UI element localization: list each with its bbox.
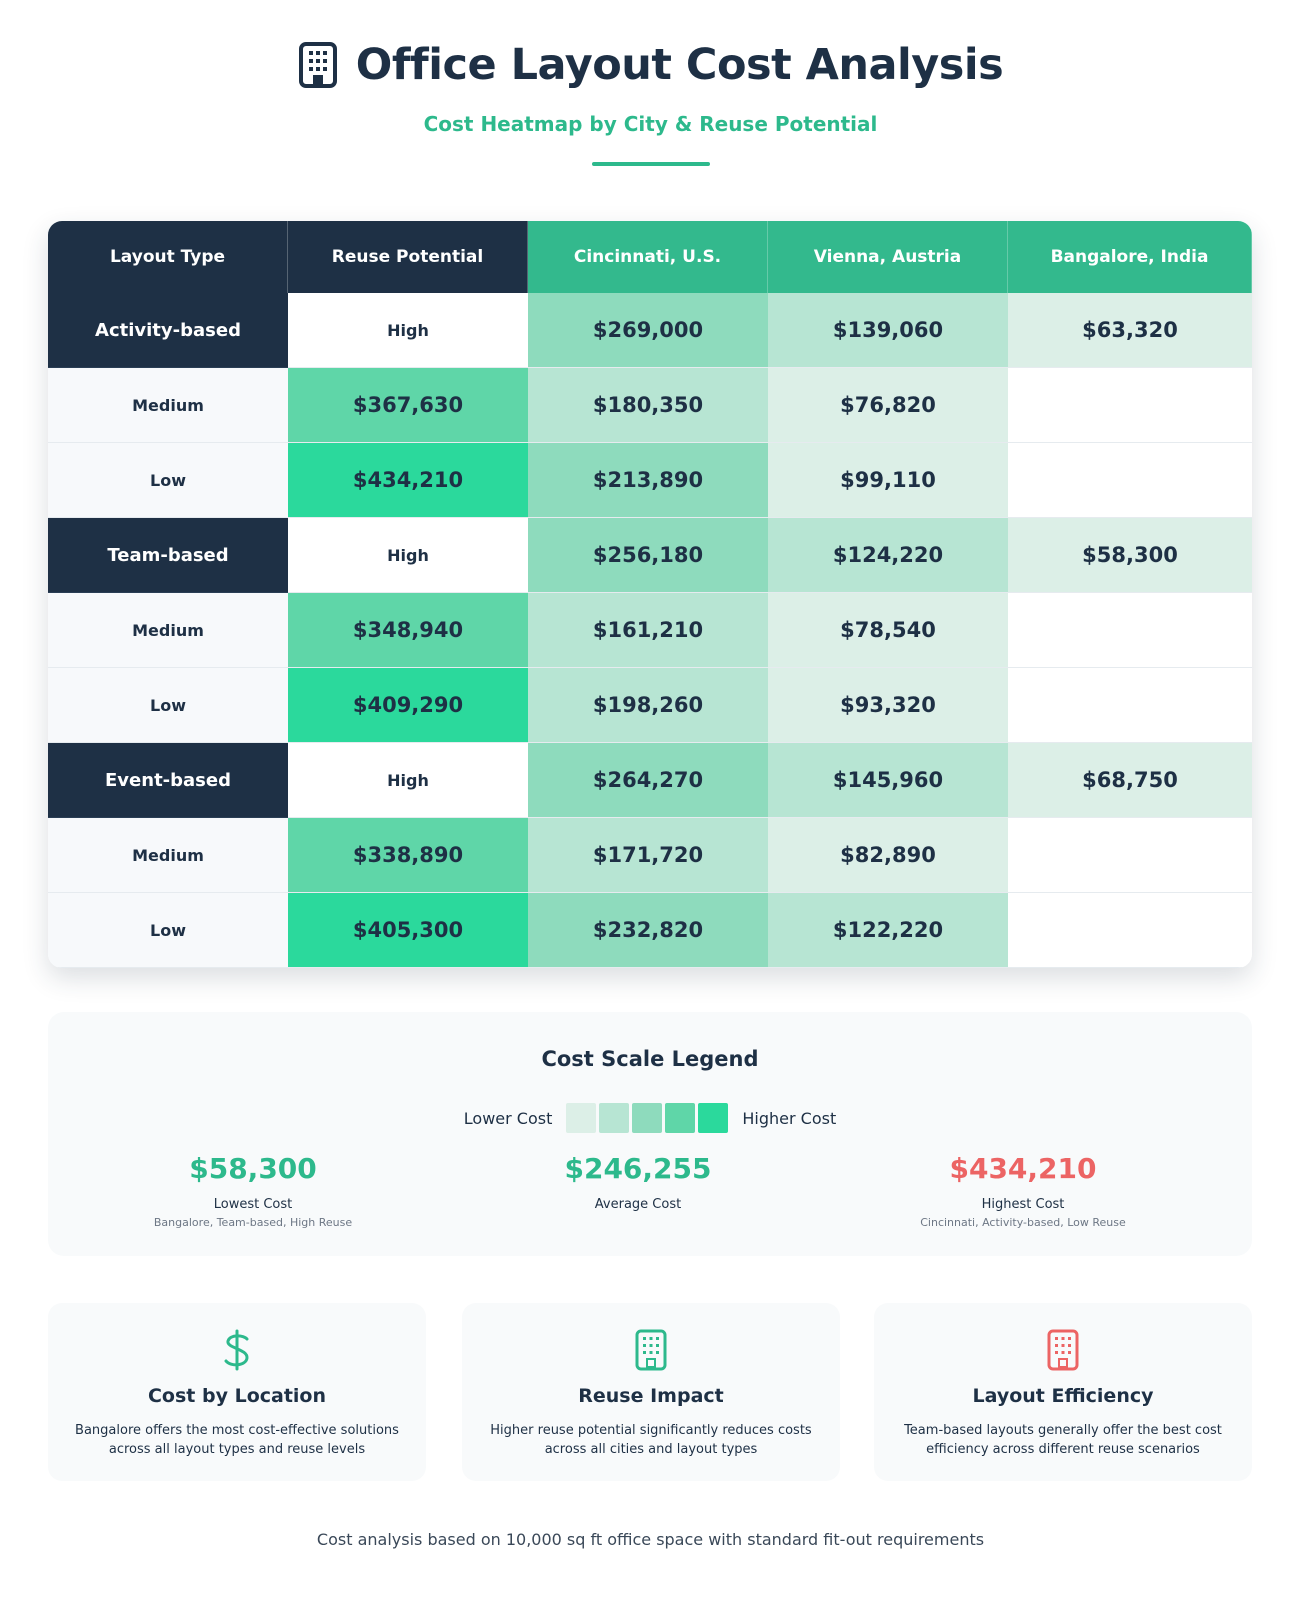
cost-cell xyxy=(1008,668,1252,743)
dollar-icon xyxy=(224,1329,249,1371)
cost-cell: $122,220 xyxy=(768,893,1008,968)
scale-swatches xyxy=(566,1103,729,1133)
stat-value: $434,210 xyxy=(949,1152,1097,1185)
title-divider xyxy=(591,162,710,166)
scale-row: Lower Cost Higher Cost xyxy=(48,1103,1252,1133)
column-header: Layout Type xyxy=(48,221,288,293)
building-icon xyxy=(1047,1329,1079,1371)
stat-lowest: $58,300 Lowest Cost Bangalore, Team-base… xyxy=(63,1152,443,1229)
stat-label: Average Cost xyxy=(594,1197,682,1212)
footer-note: Cost analysis based on 10,000 sq ft offi… xyxy=(316,1530,985,1549)
cost-heatmap-table: Layout Type Reuse Potential Cincinnati, U.… xyxy=(48,221,1252,968)
reuse-cell: Low xyxy=(48,893,288,968)
cost-cell xyxy=(1008,593,1252,668)
card-title: Layout Efficiency xyxy=(972,1385,1154,1407)
scale-swatch xyxy=(632,1103,663,1133)
cost-cell: $82,890 xyxy=(768,818,1008,893)
cost-cell xyxy=(1008,368,1252,443)
cost-cell: $434,210 xyxy=(288,443,528,518)
stat-label: Lowest Cost xyxy=(213,1197,293,1212)
lower-cost-label: Lower Cost xyxy=(463,1108,553,1128)
cost-cell: $264,270 xyxy=(528,743,768,818)
cost-cell xyxy=(1008,893,1252,968)
column-header: Reuse Potential xyxy=(288,221,528,293)
cost-cell: $171,720 xyxy=(528,818,768,893)
scale-swatch xyxy=(698,1103,729,1133)
cost-cell xyxy=(1008,818,1252,893)
stat-value: $58,300 xyxy=(189,1152,317,1185)
layout-type-cell: Activity-based xyxy=(48,293,288,368)
reuse-cell: High xyxy=(288,293,528,368)
reuse-cell: Medium xyxy=(48,368,288,443)
reuse-cell: Low xyxy=(48,668,288,743)
card-layout-efficiency: Layout Efficiency Team-based layouts gen… xyxy=(874,1303,1252,1481)
scale-swatch xyxy=(665,1103,696,1133)
cost-cell: $139,060 xyxy=(768,293,1008,368)
cost-cell: $58,300 xyxy=(1008,518,1252,593)
reuse-cell: Medium xyxy=(48,818,288,893)
reuse-cell: High xyxy=(288,518,528,593)
layout-type-cell: Event-based xyxy=(48,743,288,818)
cost-scale-legend: Cost Scale Legend Lower Cost Higher Cost… xyxy=(48,1012,1252,1256)
title-row: Office Layout Cost Analysis xyxy=(0,40,1301,90)
cost-cell: $269,000 xyxy=(528,293,768,368)
reuse-cell: Medium xyxy=(48,593,288,668)
cost-cell: $93,320 xyxy=(768,668,1008,743)
higher-cost-label: Higher Cost xyxy=(742,1108,837,1128)
stat-value: $246,255 xyxy=(564,1152,712,1185)
cost-cell: $213,890 xyxy=(528,443,768,518)
cost-cell: $338,890 xyxy=(288,818,528,893)
reuse-cell: High xyxy=(288,743,528,818)
cost-cell: $367,630 xyxy=(288,368,528,443)
card-title: Cost by Location xyxy=(147,1385,327,1407)
office-building-icon xyxy=(298,42,337,88)
stat-average: $246,255 Average Cost xyxy=(448,1152,828,1212)
card-title: Reuse Impact xyxy=(578,1385,724,1407)
column-header: Vienna, Austria xyxy=(768,221,1008,293)
cost-cell: $198,260 xyxy=(528,668,768,743)
cost-cell: $76,820 xyxy=(768,368,1008,443)
stat-label: Highest Cost xyxy=(981,1197,1065,1212)
building-icon xyxy=(635,1329,667,1371)
card-text: Bangalore offers the most cost-effective… xyxy=(75,1423,399,1457)
cost-cell: $124,220 xyxy=(768,518,1008,593)
card-cost-by-location: Cost by Location Bangalore offers the mo… xyxy=(48,1303,426,1481)
page-header: Office Layout Cost Analysis Cost Heatmap… xyxy=(0,40,1301,166)
cost-cell: $180,350 xyxy=(528,368,768,443)
cost-cell: $145,960 xyxy=(768,743,1008,818)
cost-cell: $161,210 xyxy=(528,593,768,668)
cost-cell: $409,290 xyxy=(288,668,528,743)
cost-cell: $232,820 xyxy=(528,893,768,968)
card-text: Higher reuse potential significantly red… xyxy=(490,1423,812,1457)
scale-swatch xyxy=(566,1103,597,1133)
card-text: Team-based layouts generally offer the b… xyxy=(904,1423,1222,1457)
reuse-cell: Low xyxy=(48,443,288,518)
column-header: Bangalore, India xyxy=(1008,221,1252,293)
legend-title: Cost Scale Legend xyxy=(541,1047,759,1071)
column-header: Cincinnati, U.S. xyxy=(528,221,768,293)
cost-cell: $348,940 xyxy=(288,593,528,668)
stat-highest: $434,210 Highest Cost Cincinnati, Activi… xyxy=(833,1152,1213,1229)
card-reuse-impact: Reuse Impact Higher reuse potential sign… xyxy=(462,1303,840,1481)
page-title: Office Layout Cost Analysis xyxy=(355,40,1004,90)
cost-cell xyxy=(1008,443,1252,518)
scale-swatch xyxy=(599,1103,630,1133)
stat-desc: Bangalore, Team-based, High Reuse xyxy=(153,1216,353,1229)
cost-cell: $78,540 xyxy=(768,593,1008,668)
page-subtitle: Cost Heatmap by City & Reuse Potential xyxy=(423,112,878,136)
cost-cell: $63,320 xyxy=(1008,293,1252,368)
cost-cell: $68,750 xyxy=(1008,743,1252,818)
cost-cell: $405,300 xyxy=(288,893,528,968)
cost-cell: $256,180 xyxy=(528,518,768,593)
stat-desc: Cincinnati, Activity-based, Low Reuse xyxy=(920,1216,1126,1229)
layout-type-cell: Team-based xyxy=(48,518,288,593)
cost-cell: $99,110 xyxy=(768,443,1008,518)
